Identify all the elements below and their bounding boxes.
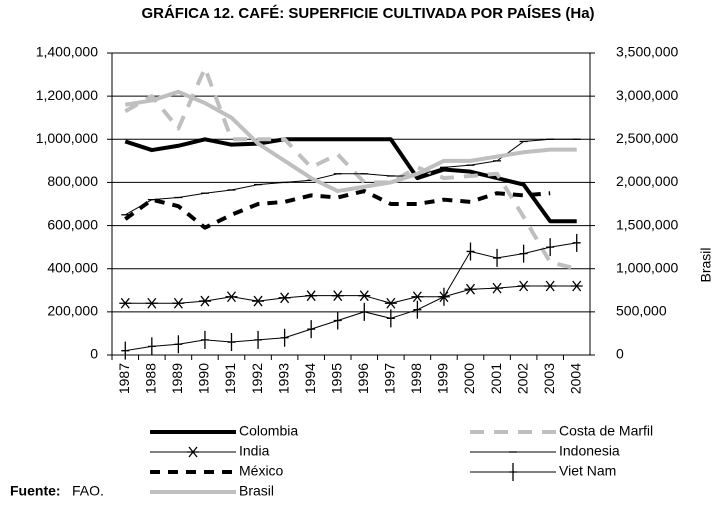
series-marker [145,297,158,309]
x-tick-label: 1997 [382,363,398,394]
series-marker [358,290,371,302]
y-tick-label: 1,400,000 [36,44,98,60]
series-marker [200,330,209,349]
series-marker [570,280,583,292]
source: FAO. [72,483,104,499]
x-tick-label: 1998 [408,363,424,394]
y2-tick-label: 2,000,000 [616,173,678,189]
series-marker [544,280,557,292]
legend-label: Costa de Marfil [559,423,653,439]
y2-tick-label: 500,000 [616,303,667,319]
x-tick-label: 2001 [488,363,504,394]
x-tick-label: 1991 [222,363,238,394]
series-marker [384,297,397,309]
series-marker [280,328,289,347]
series-marker [278,292,291,304]
x-tick-label: 1990 [196,363,212,394]
x-tick-label: 2002 [514,363,530,394]
y2-tick-label: 2,500,000 [616,130,678,146]
series-marker [493,248,502,267]
y-tick-label: 1,200,000 [36,87,98,103]
series-marker [254,330,263,349]
x-tick-label: 2004 [567,363,583,394]
series-marker [386,309,395,328]
series-marker [225,291,238,303]
series-marker [198,295,211,307]
legend-label: India [239,443,270,459]
series-marker [491,282,504,294]
x-tick-label: 2003 [541,363,557,394]
legend-label: México [239,463,284,479]
series-marker [227,333,236,352]
source-label: Fuente: [10,483,61,499]
series-line [125,242,577,352]
series-marker [411,291,424,303]
x-tick-label: 1988 [143,363,159,394]
legend-label: Brasil [239,483,274,499]
x-tick-label: 1995 [328,363,344,394]
series-marker [439,287,448,306]
x-tick-label: 1996 [355,363,371,394]
series-line [125,138,577,216]
series-marker [172,297,185,309]
series-marker [331,290,344,302]
y2-tick-label: 1,500,000 [616,216,678,232]
series-marker [546,238,555,257]
x-tick-label: 1993 [275,363,291,394]
legend-marker [187,446,199,458]
y-tick-label: 600,000 [47,216,98,232]
series-line [124,189,551,230]
series-marker [413,300,422,319]
series-marker [333,311,342,330]
y-tick-label: 200,000 [47,303,98,319]
series-line [124,89,577,194]
x-tick-label: 2000 [461,363,477,394]
series-marker [305,290,318,302]
y2-tick-label: 3,500,000 [616,44,678,60]
series-marker [252,295,265,307]
series-marker [307,320,316,339]
x-tick-label: 1994 [302,363,318,394]
series-marker [360,302,369,321]
series-marker [121,341,130,360]
series-marker [174,335,183,354]
y-tick-label: 800,000 [47,173,98,189]
chart-title: GRÁFICA 12. CAFÉ: SUPERFICIE CULTIVADA P… [141,5,594,22]
series-marker [147,337,156,356]
y2-tick-label: 3,000,000 [616,87,678,103]
series-marker [519,244,528,263]
x-tick-label: 1987 [116,363,132,394]
y2-tick-label: 1,000,000 [616,259,678,275]
y-tick-label: 400,000 [47,259,98,275]
series-marker [517,280,530,292]
series-marker [572,233,581,252]
series-line [124,137,577,224]
series-line [125,285,577,304]
y-tick-label: 0 [90,346,98,362]
series-marker [464,283,477,295]
legend-marker [509,463,517,481]
series-marker [119,297,132,309]
series-line [124,66,578,271]
y-tick-label: 1,000,000 [36,130,98,146]
x-tick-label: 1989 [169,363,185,394]
legend-label: Indonesia [559,443,620,459]
x-tick-label: 1992 [249,363,265,394]
x-tick-label: 1999 [435,363,451,394]
y2-tick-label: 0 [616,346,624,362]
series-marker [466,242,475,261]
y2-axis-label: Brasil [698,247,714,282]
legend-label: Colombia [239,423,298,439]
legend-label: Viet Nam [559,463,616,479]
